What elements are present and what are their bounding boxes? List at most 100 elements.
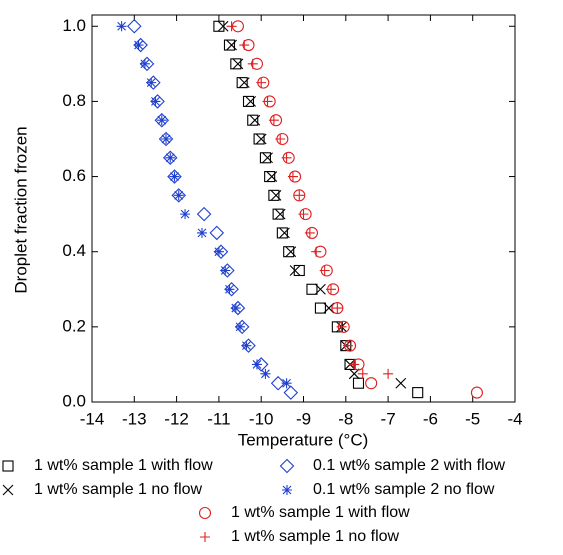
legend-item: 1 wt% sample 1 with flow bbox=[2, 457, 213, 474]
marker bbox=[306, 283, 318, 295]
marker bbox=[245, 96, 257, 107]
marker bbox=[226, 21, 237, 32]
marker bbox=[342, 340, 353, 351]
y-tick-label: 0.4 bbox=[62, 241, 86, 260]
marker bbox=[256, 77, 267, 88]
y-tick-label: 1.0 bbox=[62, 16, 86, 35]
marker bbox=[304, 227, 315, 238]
marker bbox=[270, 189, 282, 201]
marker bbox=[470, 386, 483, 399]
x-tick-label: -13 bbox=[122, 409, 147, 428]
marker bbox=[146, 77, 157, 88]
marker bbox=[224, 284, 235, 295]
x-tick-label: -10 bbox=[249, 409, 274, 428]
marker bbox=[230, 58, 242, 70]
legend-item: 1 wt% sample 1 no flow bbox=[200, 528, 400, 545]
marker bbox=[161, 133, 172, 144]
legend-label: 1 wt% sample 1 no flow bbox=[231, 528, 400, 545]
marker bbox=[236, 77, 248, 89]
legend-label: 0.1 wt% sample 2 no flow bbox=[313, 481, 495, 498]
legend-label: 1 wt% sample 1 no flow bbox=[34, 481, 203, 498]
marker bbox=[279, 458, 295, 474]
marker bbox=[232, 58, 244, 70]
marker bbox=[171, 188, 186, 203]
marker bbox=[238, 77, 250, 89]
marker bbox=[154, 112, 170, 128]
marker bbox=[260, 368, 271, 379]
x-tick-label: -12 bbox=[164, 409, 189, 428]
marker bbox=[314, 302, 326, 314]
marker bbox=[230, 303, 241, 314]
marker bbox=[167, 169, 182, 184]
marker bbox=[196, 206, 212, 222]
marker bbox=[315, 283, 326, 295]
marker bbox=[365, 377, 378, 390]
marker bbox=[319, 265, 330, 276]
marker bbox=[247, 114, 259, 126]
marker bbox=[251, 359, 262, 370]
y-tick-label: 0.2 bbox=[62, 316, 86, 335]
x-tick-label: -14 bbox=[80, 409, 105, 428]
marker bbox=[283, 246, 295, 258]
marker bbox=[274, 208, 286, 220]
legend-item: 0.1 wt% sample 2 no flow bbox=[282, 481, 495, 498]
marker bbox=[158, 131, 174, 147]
marker bbox=[198, 506, 212, 520]
marker bbox=[226, 39, 237, 51]
x-tick-label: -5 bbox=[465, 409, 480, 428]
marker bbox=[395, 377, 407, 389]
marker bbox=[220, 265, 231, 276]
marker bbox=[287, 171, 298, 182]
marker bbox=[276, 227, 288, 239]
y-tick-label: 0.0 bbox=[62, 391, 86, 410]
marker bbox=[293, 189, 306, 202]
marker bbox=[266, 171, 278, 182]
legend-label: 1 wt% sample 1 with flow bbox=[231, 504, 410, 521]
marker bbox=[283, 385, 299, 400]
marker bbox=[268, 115, 279, 126]
legend-label: 1 wt% sample 1 with flow bbox=[34, 457, 213, 474]
marker bbox=[270, 375, 286, 391]
marker bbox=[325, 284, 336, 295]
marker bbox=[180, 209, 191, 220]
marker bbox=[311, 246, 322, 257]
x-tick-label: -6 bbox=[423, 409, 438, 428]
marker bbox=[2, 484, 14, 496]
x-axis-label: Temperature (°C) bbox=[238, 430, 369, 449]
marker bbox=[282, 485, 292, 495]
marker bbox=[200, 532, 210, 542]
legend-item: 1 wt% sample 1 no flow bbox=[2, 481, 203, 498]
marker bbox=[336, 321, 347, 332]
x-tick-label: -7 bbox=[381, 409, 396, 428]
marker bbox=[209, 225, 225, 241]
y-tick-label: 0.8 bbox=[62, 91, 86, 110]
x-tick-label: -9 bbox=[296, 409, 311, 428]
legend-label: 0.1 wt% sample 2 with flow bbox=[313, 457, 506, 474]
marker bbox=[255, 133, 267, 145]
marker bbox=[262, 96, 273, 107]
marker bbox=[262, 152, 273, 164]
marker bbox=[294, 190, 305, 201]
marker bbox=[349, 359, 360, 370]
marker bbox=[281, 378, 292, 389]
marker bbox=[150, 96, 161, 107]
marker bbox=[196, 227, 207, 238]
marker bbox=[133, 40, 144, 51]
marker bbox=[249, 114, 261, 126]
marker bbox=[2, 460, 14, 472]
marker bbox=[173, 190, 184, 201]
marker bbox=[162, 150, 178, 166]
marker bbox=[352, 377, 365, 389]
marker bbox=[268, 189, 280, 201]
marker bbox=[331, 302, 344, 315]
marker bbox=[253, 133, 265, 145]
marker bbox=[279, 227, 290, 239]
marker bbox=[156, 115, 167, 126]
x-tick-label: -11 bbox=[207, 409, 230, 428]
marker bbox=[259, 152, 271, 164]
x-tick-label: -8 bbox=[338, 409, 353, 428]
marker bbox=[165, 152, 176, 163]
marker bbox=[242, 95, 255, 107]
marker bbox=[213, 246, 224, 257]
